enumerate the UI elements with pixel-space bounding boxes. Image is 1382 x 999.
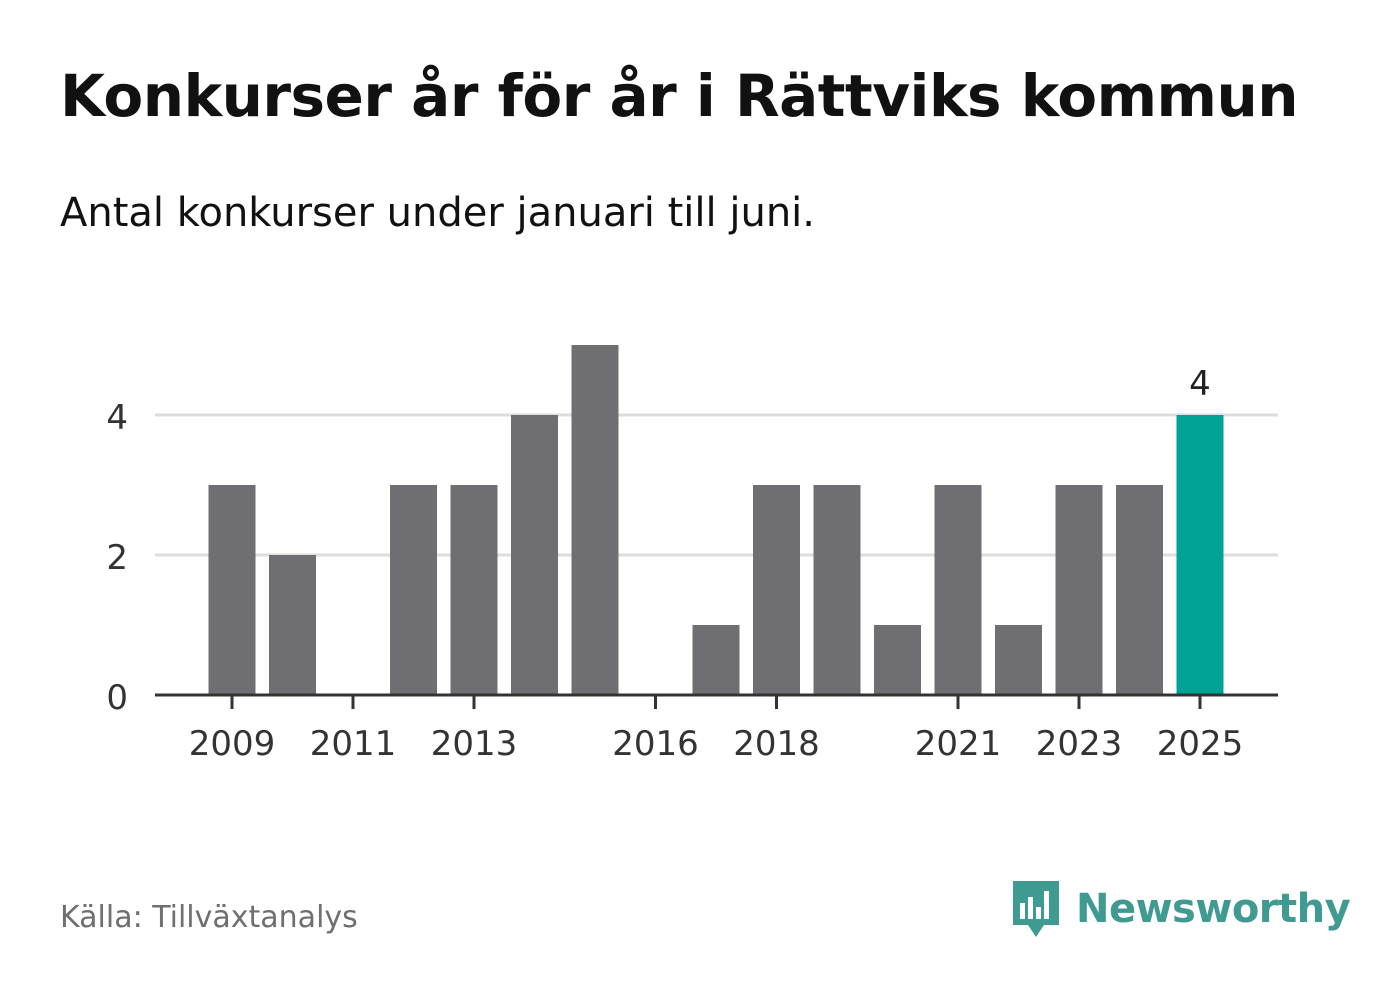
brand-name: Newsworthy: [1076, 886, 1351, 932]
bar-2020: [874, 625, 921, 695]
bar-2009: [208, 485, 256, 695]
bar-2013: [450, 485, 498, 695]
x-tick-label: 2021: [915, 724, 1002, 764]
y-tick-label: 0: [106, 678, 128, 718]
bar-2017: [692, 625, 740, 695]
data-label: 4: [1189, 364, 1211, 404]
bar-2022: [995, 625, 1042, 695]
bar-2018: [753, 485, 800, 695]
y-tick-label: 2: [106, 538, 128, 578]
bar-2024: [1116, 485, 1163, 695]
bar-2023: [1055, 485, 1103, 695]
x-tick-label: 2025: [1157, 724, 1244, 764]
bar-2025: [1176, 415, 1224, 695]
x-tick-label: 2011: [310, 724, 397, 764]
y-tick-label: 4: [106, 398, 128, 438]
chart-subtitle: Antal konkurser under januari till juni.: [60, 190, 815, 236]
bar-2019: [813, 485, 861, 695]
bar-2014: [511, 415, 558, 695]
newsworthy-logo: Newsworthy: [1010, 878, 1351, 940]
bar-2012: [390, 485, 437, 695]
x-tick-label: 2018: [733, 724, 820, 764]
bar-chart-speech-bubble-icon: [1013, 881, 1059, 937]
chart-title: Konkurser år för år i Rättviks kommun: [60, 62, 1299, 130]
x-tick-label: 2013: [431, 724, 518, 764]
x-tick-label: 2016: [612, 724, 699, 764]
x-tick-label: 2009: [189, 724, 276, 764]
bar-2015: [571, 345, 619, 695]
x-tick-label: 2023: [1036, 724, 1123, 764]
source-note: Källa: Tillväxtanalys: [60, 900, 358, 935]
bar-2021: [934, 485, 982, 695]
bar-2010: [269, 555, 316, 695]
